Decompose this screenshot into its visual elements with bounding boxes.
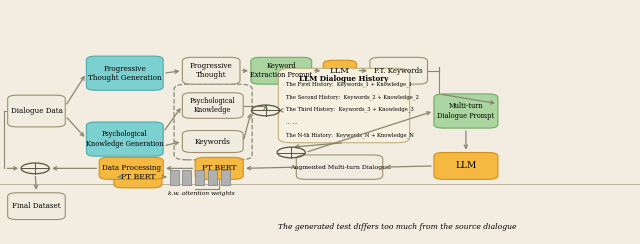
Text: Dialogue Data: Dialogue Data (10, 107, 63, 115)
Text: k.w. attention weights: k.w. attention weights (168, 192, 235, 196)
Text: Progressive
Thought: Progressive Thought (190, 62, 232, 79)
FancyBboxPatch shape (99, 157, 163, 179)
Text: Keywords: Keywords (195, 138, 231, 145)
FancyBboxPatch shape (86, 56, 163, 90)
FancyBboxPatch shape (8, 95, 65, 127)
Text: The generated test differs too much from the source dialogue: The generated test differs too much from… (278, 223, 516, 231)
FancyBboxPatch shape (114, 166, 162, 188)
Text: The First History:  Keywords_1 + Knowledge_1: The First History: Keywords_1 + Knowledg… (286, 81, 412, 87)
Text: The Third History:  Keywords_3 + Knowledge_3: The Third History: Keywords_3 + Knowledg… (286, 107, 414, 112)
FancyBboxPatch shape (296, 155, 383, 179)
FancyBboxPatch shape (434, 94, 498, 128)
FancyBboxPatch shape (86, 122, 163, 156)
FancyBboxPatch shape (323, 60, 356, 81)
FancyBboxPatch shape (195, 170, 204, 185)
FancyBboxPatch shape (208, 170, 217, 185)
FancyBboxPatch shape (170, 170, 179, 185)
FancyBboxPatch shape (370, 57, 428, 84)
Text: LLM: LLM (330, 67, 350, 75)
Text: PT BERT: PT BERT (202, 164, 236, 172)
Text: Keyword
Extraction Prompt: Keyword Extraction Prompt (250, 62, 312, 79)
FancyBboxPatch shape (278, 68, 410, 143)
Text: Final Dataset: Final Dataset (12, 202, 61, 210)
FancyBboxPatch shape (182, 93, 243, 118)
Text: Data Processing: Data Processing (102, 164, 161, 172)
Text: LLM Dialogue History: LLM Dialogue History (300, 75, 388, 83)
Text: The Second History:  Keywords_2 + Knowledge_2: The Second History: Keywords_2 + Knowled… (286, 94, 419, 100)
Text: Multi-turn
Dialogue Prompt: Multi-turn Dialogue Prompt (437, 102, 495, 120)
FancyBboxPatch shape (8, 193, 65, 220)
Text: Augmented Multi-turn Dialogue: Augmented Multi-turn Dialogue (290, 165, 389, 170)
Text: Progressive
Thought Generation: Progressive Thought Generation (88, 65, 162, 82)
Text: Psychological
Knowledge: Psychological Knowledge (190, 97, 236, 114)
FancyBboxPatch shape (195, 157, 243, 179)
Text: Psychological
Knowledge Generation: Psychological Knowledge Generation (86, 131, 164, 148)
FancyBboxPatch shape (221, 170, 230, 185)
FancyBboxPatch shape (182, 170, 191, 185)
Text: LLM: LLM (455, 162, 477, 170)
Text: The N-th History:  Keywords_N + Knowledge_N: The N-th History: Keywords_N + Knowledge… (286, 132, 414, 138)
Text: PT BERT: PT BERT (121, 173, 155, 181)
Text: P.T. Keywords: P.T. Keywords (374, 67, 423, 75)
FancyBboxPatch shape (434, 152, 498, 179)
FancyBboxPatch shape (182, 57, 240, 84)
FancyBboxPatch shape (251, 57, 312, 84)
Text: ... ...: ... ... (286, 120, 298, 125)
FancyBboxPatch shape (182, 131, 243, 152)
